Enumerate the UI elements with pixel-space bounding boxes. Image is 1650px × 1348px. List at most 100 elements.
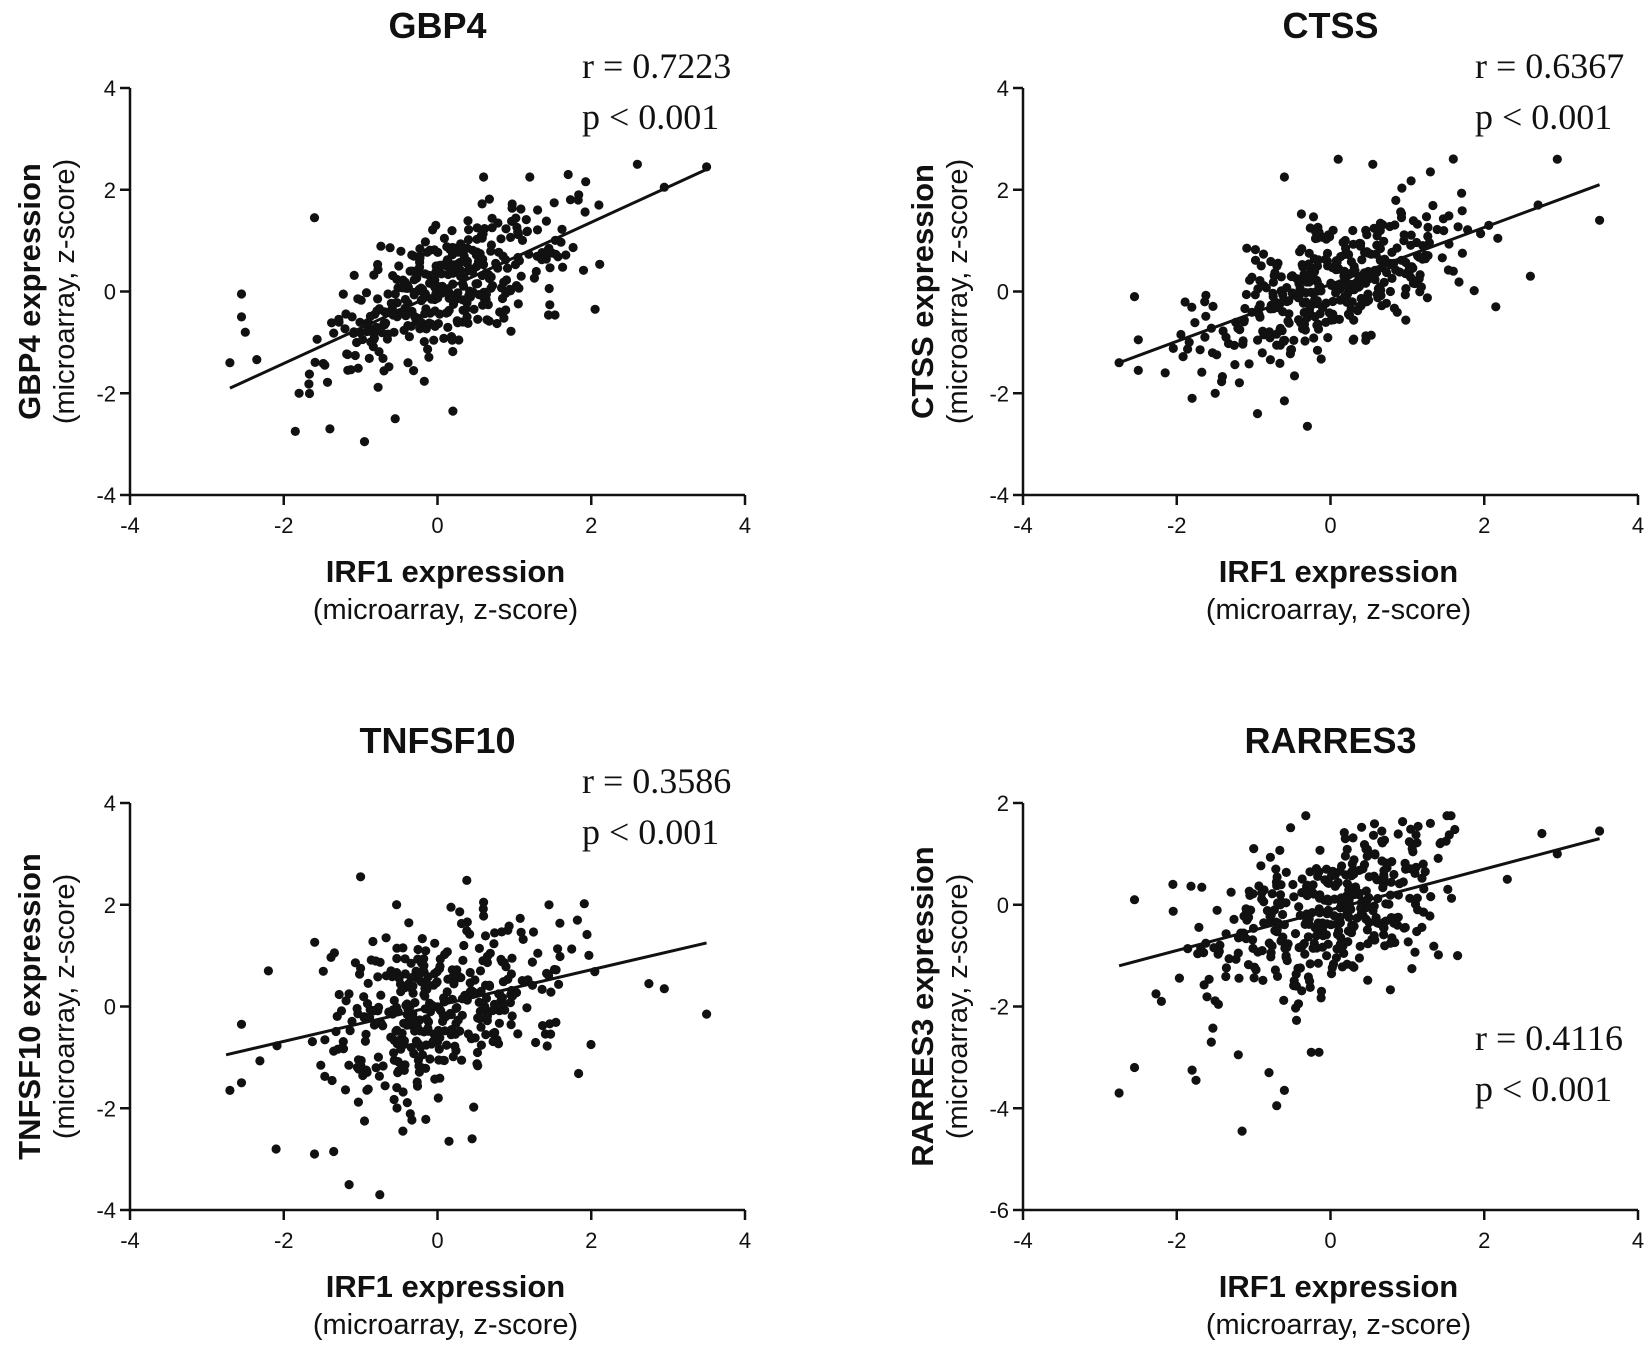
data-point [507, 1011, 517, 1021]
y-tick-label: -2 [989, 381, 1009, 406]
data-point [320, 1071, 330, 1081]
y-axis-label: GBP4 expression [12, 163, 47, 420]
data-point [1370, 275, 1380, 285]
data-point [1187, 302, 1197, 312]
data-point [1305, 982, 1315, 993]
x-tick-label: 0 [431, 513, 443, 538]
data-point [1414, 252, 1424, 262]
data-point [1406, 230, 1416, 240]
data-point [1369, 901, 1379, 911]
data-point [1190, 318, 1200, 328]
data-point [1293, 999, 1304, 1009]
data-point [1321, 317, 1331, 327]
data-point [549, 964, 560, 975]
data-point [1193, 949, 1203, 959]
data-point [1308, 212, 1319, 222]
data-point [1305, 959, 1315, 969]
data-point [1389, 869, 1399, 880]
data-point [493, 1039, 504, 1049]
data-point [417, 1050, 428, 1060]
data-point [1448, 154, 1458, 164]
data-point [1253, 284, 1263, 294]
data-point [1428, 200, 1438, 211]
data-point [374, 1002, 384, 1013]
data-point [349, 270, 359, 280]
data-point [1399, 230, 1409, 240]
data-point [344, 1060, 354, 1070]
data-point [1377, 301, 1387, 311]
data-point [252, 355, 262, 365]
regression-line [1118, 837, 1600, 968]
data-point [415, 244, 425, 254]
data-point [409, 366, 419, 376]
data-point [1259, 918, 1269, 928]
data-point [1253, 947, 1263, 957]
data-point [1311, 864, 1321, 874]
data-point [236, 1019, 247, 1029]
data-point [1314, 1047, 1324, 1057]
data-point [1387, 273, 1397, 283]
data-point [1361, 886, 1371, 896]
data-point [469, 1102, 479, 1112]
chart-title: GBP4 [388, 5, 486, 46]
data-point [1212, 905, 1222, 915]
data-point [340, 1085, 351, 1095]
data-point [442, 255, 452, 265]
regression-line [229, 168, 708, 390]
data-point [1362, 851, 1372, 861]
data-point [322, 377, 333, 387]
data-point [455, 907, 465, 917]
data-point [1423, 222, 1433, 232]
y-tick-label: -4 [96, 1198, 116, 1223]
data-point [1213, 949, 1223, 959]
data-point [338, 1044, 349, 1054]
data-point [1335, 939, 1345, 949]
data-point [545, 1019, 555, 1029]
data-point [572, 915, 583, 925]
data-point [1417, 873, 1427, 883]
data-point [1348, 335, 1358, 345]
data-point [1382, 863, 1392, 873]
data-point [430, 1074, 440, 1084]
data-point [516, 927, 526, 937]
data-point [393, 1057, 403, 1067]
data-point [363, 978, 373, 989]
data-point [1406, 240, 1416, 250]
data-point [1322, 919, 1332, 929]
data-point [386, 966, 396, 976]
data-point [1363, 975, 1373, 985]
data-point [584, 950, 594, 961]
data-point [360, 1036, 370, 1046]
data-point [1291, 969, 1301, 979]
data-point [332, 1011, 342, 1022]
data-point [1289, 335, 1299, 345]
data-point [1390, 220, 1400, 230]
y-tick-label: 0 [997, 280, 1009, 305]
data-point [1221, 332, 1231, 342]
data-point [429, 335, 439, 345]
data-point [1241, 904, 1251, 914]
x-tick-label: -4 [120, 513, 140, 538]
data-point [471, 279, 481, 289]
data-point [573, 195, 583, 205]
data-point [390, 289, 400, 299]
data-point [499, 958, 509, 968]
data-point [1200, 297, 1210, 307]
data-point [403, 358, 413, 368]
y-axis-label: RARRES3 expression [905, 846, 940, 1166]
data-point [1454, 277, 1464, 287]
data-point [1387, 247, 1397, 257]
y-tick-label: -2 [989, 995, 1009, 1020]
data-point [474, 997, 484, 1008]
data-point [479, 897, 489, 907]
data-point [449, 260, 459, 270]
data-point [1133, 365, 1143, 375]
data-point [1297, 260, 1307, 270]
data-point [382, 334, 392, 344]
data-point [340, 324, 350, 334]
data-point [594, 200, 604, 210]
data-point [418, 284, 428, 295]
data-point [1333, 154, 1343, 164]
data-point [1176, 329, 1186, 340]
data-point [1348, 883, 1358, 893]
